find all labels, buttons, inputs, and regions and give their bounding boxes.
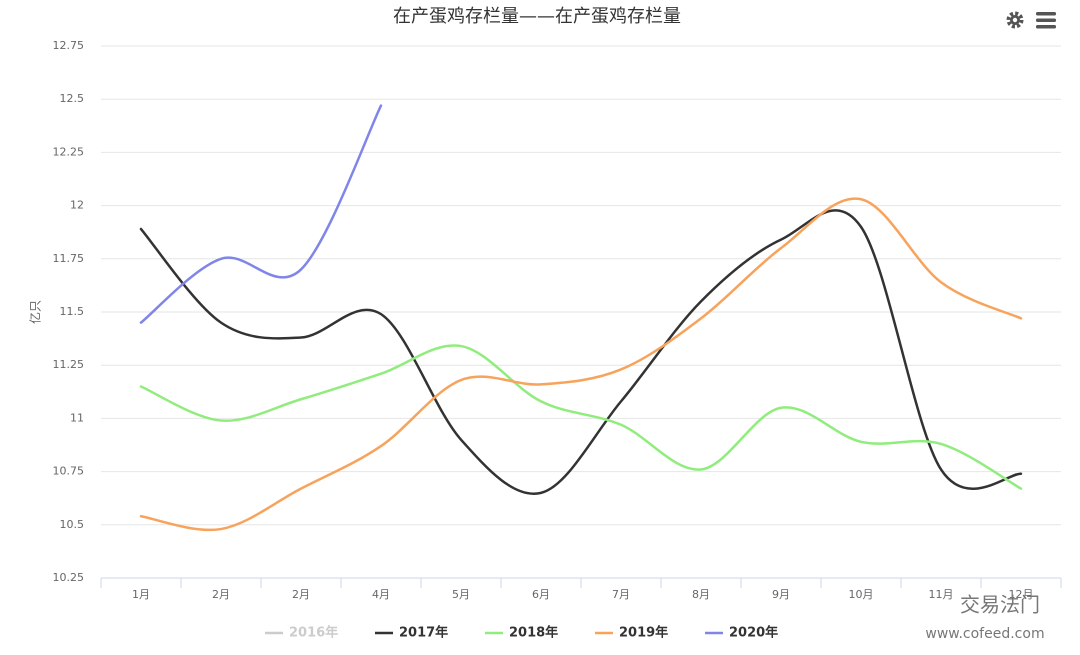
x-tick-label: 7月 (612, 588, 630, 601)
series-line (139, 197, 1023, 532)
y-tick-label: 11.75 (53, 252, 85, 265)
y-tick-label: 10.5 (60, 518, 85, 531)
watermark-url: www.cofeed.com (925, 626, 1044, 642)
y-tick-label: 11.25 (53, 358, 85, 371)
x-tick-label: 4月 (372, 588, 390, 601)
x-tick-label: 5月 (452, 588, 470, 601)
settings-icon[interactable] (1006, 11, 1024, 29)
series-line (139, 344, 1023, 490)
legend-label: 2019年 (619, 625, 668, 641)
y-axis-label: 亿只 (28, 300, 43, 324)
x-tick-label: 2月 (292, 588, 310, 601)
x-tick-label: 10月 (849, 588, 874, 601)
x-tick-label: 6月 (532, 588, 550, 601)
x-tick-label: 1月 (132, 588, 150, 601)
menu-icon[interactable] (1036, 12, 1056, 29)
legend-label: 2016年 (289, 625, 338, 641)
x-tick-label: 11月 (929, 588, 954, 601)
series-line (139, 104, 383, 324)
legend-label: 2020年 (729, 625, 778, 641)
y-tick-label: 12.75 (53, 39, 85, 52)
y-tick-label: 11.5 (60, 305, 85, 318)
chart-title: 在产蛋鸡存栏量——在产蛋鸡存栏量 (393, 6, 681, 27)
series-line (139, 209, 1023, 495)
y-tick-label: 11 (70, 411, 84, 424)
x-tick-label: 9月 (772, 588, 790, 601)
x-tick-label: 8月 (692, 588, 710, 601)
legend-label: 2017年 (399, 625, 448, 641)
x-tick-label: 12月 (1009, 588, 1034, 601)
y-tick-label: 12 (70, 199, 84, 212)
watermark-text: 交易法门 (960, 593, 1040, 617)
y-tick-label: 12.25 (53, 145, 85, 158)
y-tick-label: 10.75 (53, 465, 85, 478)
y-tick-label: 10.25 (53, 571, 85, 584)
x-tick-label: 2月 (212, 588, 230, 601)
legend-label: 2018年 (509, 625, 558, 641)
y-tick-label: 12.5 (60, 92, 85, 105)
